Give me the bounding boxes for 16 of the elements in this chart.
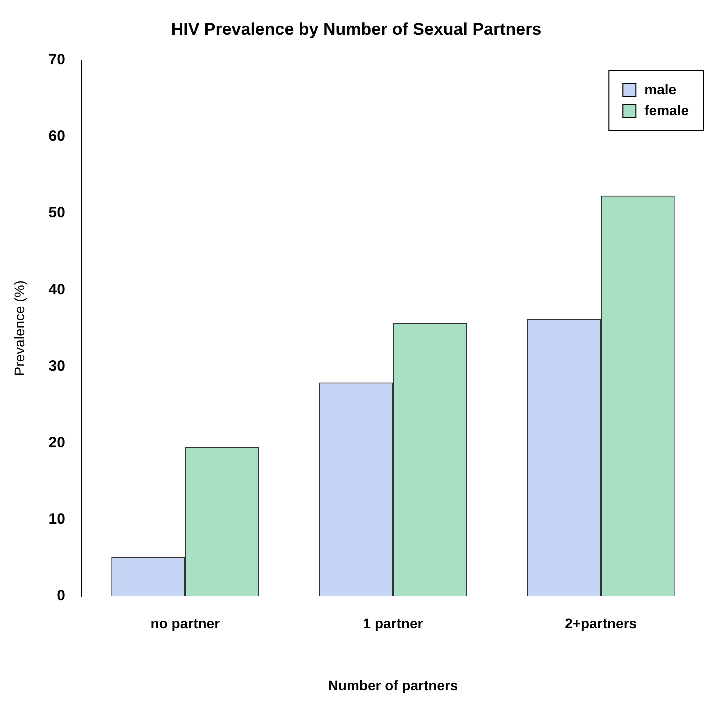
y-tick-label: 70 xyxy=(48,52,66,69)
y-tick-label: 40 xyxy=(48,281,66,298)
x-tick-label: 2+partners xyxy=(565,616,638,632)
y-tick-label: 10 xyxy=(48,510,66,528)
legend-label: male xyxy=(644,81,677,98)
y-tick-label: 50 xyxy=(48,204,66,222)
x-tick-label: no partner xyxy=(150,616,221,632)
y-tick-label: 60 xyxy=(48,128,66,146)
chart-title: HIV Prevalence by Number of Sexual Partners xyxy=(171,20,542,39)
y-tick-label: 0 xyxy=(57,588,66,605)
x-axis-title: Number of partners xyxy=(328,677,458,694)
y-axis-title: Prevalence (%) xyxy=(11,280,28,376)
legend-label: female xyxy=(644,102,690,118)
y-tick-label: 30 xyxy=(48,358,66,375)
y-tick-label: 20 xyxy=(48,434,66,452)
x-tick-label: 1 partner xyxy=(363,616,424,632)
